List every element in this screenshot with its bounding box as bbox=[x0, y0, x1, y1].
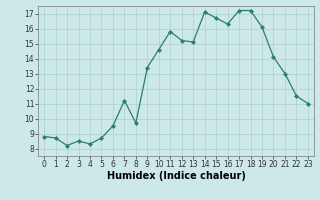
X-axis label: Humidex (Indice chaleur): Humidex (Indice chaleur) bbox=[107, 171, 245, 181]
